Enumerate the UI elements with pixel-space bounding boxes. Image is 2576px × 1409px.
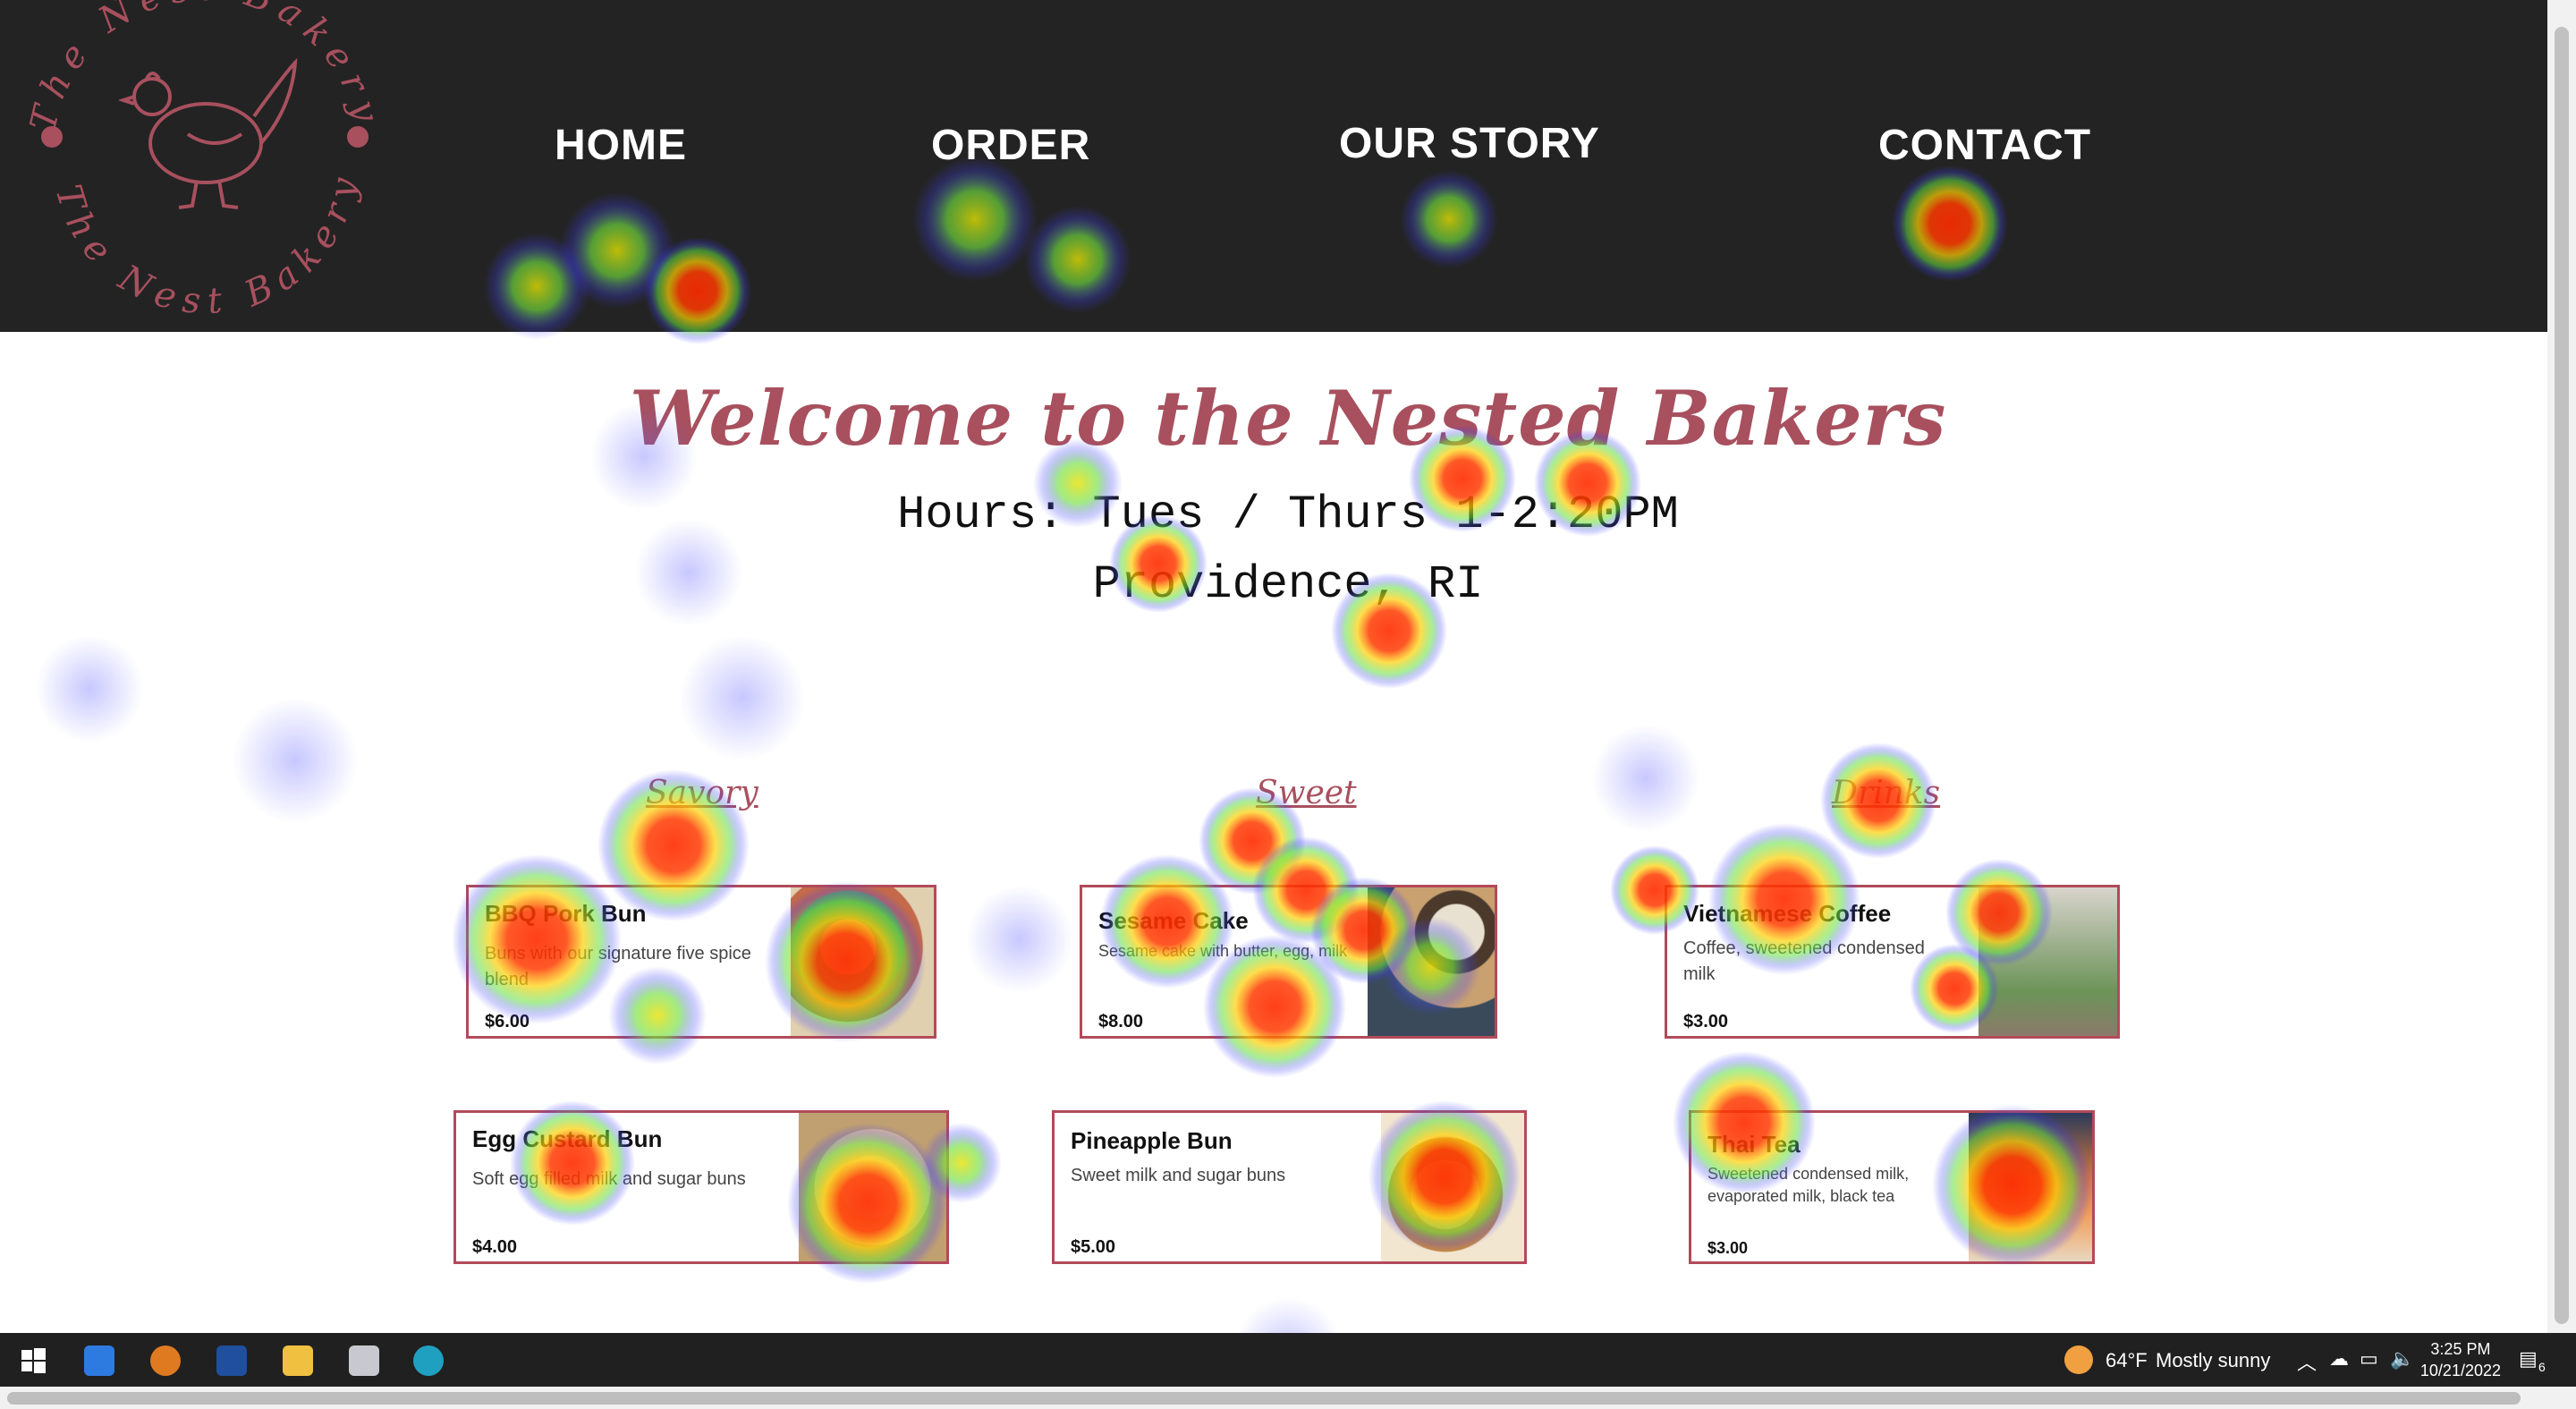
svg-text:The Nest Bakery: The Nest Bakery [27, 0, 385, 135]
card-price: $4.00 [472, 1237, 518, 1257]
nav-contact[interactable]: CONTACT [1878, 122, 2092, 169]
weather-icon[interactable] [2064, 1345, 2093, 1374]
file-explorer-icon[interactable] [283, 1345, 313, 1376]
clock-time: 3:25 PM [2430, 1340, 2491, 1358]
powershell-icon[interactable] [216, 1345, 247, 1376]
nav-home[interactable]: HOME [555, 122, 687, 169]
card-title: Pineapple Bun [1071, 1127, 1233, 1154]
horizontal-scroll-thumb[interactable] [7, 1392, 2521, 1405]
category-drinks[interactable]: Drinks [1832, 775, 1941, 811]
pineapple-bun-photo [1381, 1113, 1524, 1261]
hours-text: Hours: Tues / Thurs 1-2:20PM [897, 488, 1679, 541]
site-header: The Nest Bakery The Nest Bakery HOME ORD… [0, 0, 2547, 332]
thai-tea-photo [1969, 1113, 2092, 1261]
card-description: Coffee, sweetened condensed milk [1683, 938, 1925, 984]
snipping-icon[interactable] [349, 1345, 379, 1376]
notification-icon[interactable]: ▤ [2519, 1347, 2538, 1370]
card-title: BBQ Pork Bun [485, 900, 647, 927]
card-description: Soft egg filled milk and sugar buns [472, 1169, 746, 1189]
logo-graphic: The Nest Bakery The Nest Bakery [22, 0, 385, 323]
hen-icon [117, 57, 298, 209]
welcome-title: Welcome to the Nested Bakers [629, 374, 1947, 463]
volume-icon[interactable]: 🔈 [2390, 1347, 2415, 1370]
system-clock[interactable]: 3:25 PM 10/21/2022 [2420, 1338, 2501, 1381]
logo-top-text: The Nest Bakery [22, 0, 379, 135]
card-description: Sesame cake with butter, egg, milk [1098, 942, 1348, 960]
vertical-scrollbar[interactable] [2547, 0, 2576, 1333]
vertical-scroll-thumb[interactable] [2555, 27, 2569, 1324]
card-description: Buns with our signature five spice blend [485, 944, 751, 989]
location-text: Providence, RI [1092, 558, 1484, 611]
windows-taskbar: 64°F Mostly sunny ︿ ☁ ▭ 🔈 3:25 PM 10/21/… [0, 1333, 2576, 1387]
card-title: Sesame Cake [1098, 907, 1249, 934]
card-description: Sweetened condensed milk, evaporated mil… [1707, 1165, 1910, 1205]
card-price: $5.00 [1071, 1237, 1116, 1257]
horizontal-scrollbar[interactable] [0, 1387, 2576, 1409]
menu-card-vietnamese-coffee[interactable]: Vietnamese Coffee Coffee, sweetened cond… [1665, 885, 2120, 1039]
card-price: $3.00 [1707, 1239, 1749, 1257]
egg-custard-bun-photo [799, 1113, 946, 1261]
menu-card-egg-custard-bun[interactable]: Egg Custard Bun Soft egg filled milk and… [453, 1110, 949, 1264]
menu-card-sesame-cake[interactable]: Sesame Cake Sesame cake with butter, egg… [1080, 885, 1497, 1039]
menu-card-pineapple-bun[interactable]: Pineapple Bun Sweet milk and sugar buns … [1052, 1110, 1527, 1264]
vietnamese-coffee-photo [1979, 887, 2117, 1036]
menu-card-bbq-pork-bun[interactable]: BBQ Pork Bun Buns with our signature fiv… [466, 885, 936, 1039]
svg-text:The Nest Bakery: The Nest Bakery [47, 166, 367, 313]
sesame-cake-photo [1368, 887, 1495, 1036]
card-description: Sweet milk and sugar buns [1071, 1166, 1286, 1185]
category-savory[interactable]: Savory [646, 775, 758, 811]
bbq-pork-bun-photo [791, 887, 934, 1036]
weather-description[interactable]: Mostly sunny [2156, 1349, 2271, 1371]
mail-icon[interactable] [84, 1345, 114, 1376]
app-orange-icon[interactable] [150, 1345, 181, 1376]
clock-date: 10/21/2022 [2419, 1362, 2501, 1379]
card-price: $8.00 [1098, 1012, 1144, 1031]
card-title: Vietnamese Coffee [1683, 900, 1892, 927]
nav-order[interactable]: ORDER [931, 122, 1091, 169]
nav-our-story[interactable]: OUR STORY [1339, 120, 1600, 167]
bakery-logo[interactable]: The Nest Bakery The Nest Bakery [22, 0, 385, 323]
menu-card-thai-tea[interactable]: Thai Tea Sweetened condensed milk, evapo… [1689, 1110, 2095, 1264]
logo-bottom-text: The Nest Bakery [47, 166, 358, 323]
category-sweet[interactable]: Sweet [1256, 775, 1357, 811]
card-title: Thai Tea [1707, 1131, 1801, 1158]
card-title: Egg Custard Bun [472, 1125, 663, 1152]
card-price: $6.00 [485, 1012, 530, 1031]
chevron-up-icon[interactable]: ︿ [2297, 1352, 2318, 1374]
onedrive-icon[interactable]: ☁ [2329, 1347, 2349, 1370]
weather-temp[interactable]: 64°F [2106, 1349, 2148, 1371]
card-price: $3.00 [1683, 1012, 1729, 1031]
edge-icon[interactable] [413, 1345, 444, 1376]
network-icon[interactable]: ▭ [2360, 1347, 2378, 1370]
notification-count: 6 [2538, 1360, 2546, 1374]
start-icon[interactable] [18, 1345, 48, 1376]
